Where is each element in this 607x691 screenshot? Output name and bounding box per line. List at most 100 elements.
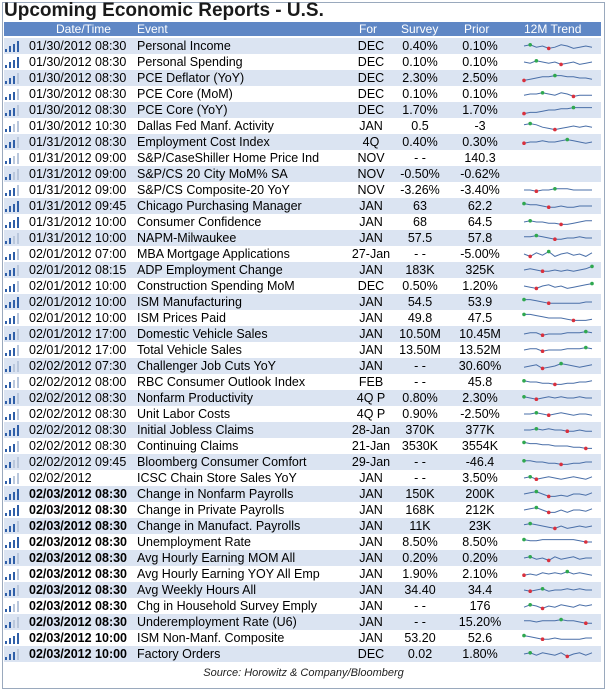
table-row[interactable]: 02/03/2012 08:30 Avg Weekly Hours All JAN 3… [4,582,601,598]
row-survey: 10.50M [399,327,441,341]
row-datetime: 02/03/2012 08:30 [29,599,128,613]
trend-sparkline [522,582,598,598]
table-row[interactable]: 02/02/2012 09:45 Bloomberg Consumer Comfo… [4,454,601,470]
trend-sparkline [522,214,598,230]
sparkline-low-marker [540,333,545,337]
row-period: 28-Jan [351,423,391,437]
table-row[interactable]: 02/03/2012 08:30 Underemployment Rate (U6… [4,614,601,630]
sparkline-high-marker [528,555,532,559]
row-period: 21-Jan [351,439,391,453]
sparkline-low-marker [534,397,539,401]
row-period: 27-Jan [351,247,391,261]
sparkline-high-marker [571,105,576,110]
sparkline-path [523,283,593,289]
row-period: JAN [359,263,383,277]
sparkline-high-marker [534,233,539,238]
row-event: Bloomberg Consumer Comfort [137,455,307,469]
sparkline-low-marker [534,286,539,291]
signal-strength-icon [5,585,23,596]
sparkline-path [523,44,593,49]
trend-sparkline [522,102,598,118]
sparkline-high-marker [522,379,526,383]
table-row[interactable]: 02/01/2012 08:15 ADP Employment Change JAN… [4,262,601,278]
trend-sparkline [522,614,598,630]
row-datetime: 01/31/2012 10:00 [29,231,127,245]
row-survey: 68 [413,215,427,229]
row-survey: - - [414,151,426,165]
row-event: Change in Nonfarm Payrolls [137,487,294,501]
signal-strength-icon [5,617,23,628]
sparkline-high-marker [522,395,526,399]
sparkline-high-marker [528,521,532,526]
row-survey: - - [414,375,426,389]
row-datetime: 02/03/2012 08:30 [29,567,128,581]
signal-strength-icon [5,441,23,452]
signal-strength-icon [5,393,23,404]
table-row[interactable]: 01/30/2012 08:30 PCE Core (MoM) DEC 0.10% 0.… [4,86,601,102]
row-event: ISM Manufacturing [137,295,242,309]
table-row[interactable]: 02/01/2012 17:00 Total Vehicle Sales JAN 13… [4,342,601,358]
row-survey: 63 [413,199,427,213]
row-survey: 0.10% [402,55,438,69]
table-row[interactable]: 01/31/2012 10:00 NAPM-Milwaukee JAN 57.5 57.… [4,230,601,246]
signal-strength-icon [5,249,23,260]
table-row[interactable]: 02/02/2012 08:30 Initial Jobless Claims 28… [4,422,601,438]
table-row[interactable]: 02/02/2012 08:30 Continuing Claims 21-Jan 3… [4,438,601,454]
row-datetime: 01/31/2012 08:30 [29,135,127,149]
table-row[interactable]: 02/02/2012 ICSC Chain Store Sales YoY JAN -… [4,470,601,486]
signal-strength-icon [5,57,23,68]
table-row[interactable]: 02/03/2012 08:30 Avg Hourly Earning MOM A… [4,550,601,566]
row-period: JAN [359,519,383,533]
table-row[interactable]: 01/31/2012 10:00 Consumer Confidence JAN 68… [4,214,601,230]
row-event: NAPM-Milwaukee [137,231,237,245]
row-datetime: 01/30/2012 08:30 [29,55,127,69]
table-row[interactable]: 01/30/2012 08:30 PCE Core (YoY) DEC 1.70% 1.… [4,102,601,118]
table-row[interactable]: 02/02/2012 08:30 Unit Labor Costs 4Q P 0.90… [4,406,601,422]
row-period: 4Q P [356,391,386,405]
table-row[interactable]: 01/30/2012 08:30 Personal Spending DEC 0.10… [4,54,601,70]
table-row[interactable]: 01/30/2012 08:30 PCE Deflator (YoY) DEC 2.3… [4,70,601,86]
table-row[interactable]: 02/03/2012 08:30 Chg in Household Survey … [4,598,601,614]
sparkline-high-marker [534,489,539,494]
table-row[interactable]: 02/01/2012 07:00 MBA Mortgage Application… [4,246,601,262]
row-prior: 45.8 [467,375,493,389]
table-row[interactable]: 01/31/2012 09:00 S&P/CaseShiller Home Pri… [4,150,601,166]
row-event: Unit Labor Costs [137,407,231,421]
table-row[interactable]: 01/31/2012 09:00 S&P/CS Composite-20 YoY N… [4,182,601,198]
table-row[interactable]: 02/03/2012 10:00 ISM Non-Manf. Composite J… [4,630,601,646]
table-row[interactable]: 02/02/2012 08:30 Nonfarm Productivity 4Q P… [4,390,601,406]
row-prior: 13.52M [459,343,501,357]
row-prior: 2.10% [462,567,498,581]
trend-sparkline [522,454,598,470]
table-row[interactable]: 02/03/2012 08:30 Change in Private Payrol… [4,502,601,518]
table-row[interactable]: 01/31/2012 09:45 Chicago Purchasing Manag… [4,198,601,214]
row-event: Chg in Household Survey Emply [137,599,317,613]
table-row[interactable]: 02/01/2012 10:00 ISM Prices Paid JAN 49.8 47… [4,310,601,326]
row-prior: 57.8 [467,231,493,245]
row-event: PCE Core (MoM) [137,87,233,101]
table-row[interactable]: 02/03/2012 10:00 Factory Orders DEC 0.02 1.8… [4,646,601,662]
table-row[interactable]: 02/03/2012 08:30 Change in Nonfarm Payrol… [4,486,601,502]
table-row[interactable]: 02/03/2012 08:30 Avg Hourly Earning YOY A… [4,566,601,582]
signal-strength-icon [5,649,23,660]
header-trend: 12M Trend [524,22,582,36]
table-row[interactable]: 01/30/2012 08:30 Personal Income DEC 0.40% 0… [4,38,601,54]
table-row[interactable]: 02/01/2012 10:00 ISM Manufacturing JAN 54.5… [4,294,601,310]
page-title: Upcoming Economic Reports - U.S. [4,0,324,21]
row-datetime: 02/02/2012 07:30 [29,359,127,373]
trend-sparkline [522,566,598,582]
table-row[interactable]: 02/03/2012 08:30 Change in Manufact. Payr… [4,518,601,534]
table-row[interactable]: 02/01/2012 17:00 Domestic Vehicle Sales JA… [4,326,601,342]
table-row[interactable]: 01/31/2012 08:30 Employment Cost Index 4Q 0… [4,134,601,150]
row-period: JAN [359,343,383,357]
trend-sparkline [522,630,598,646]
table-row[interactable]: 02/03/2012 08:30 Unemployment Rate JAN 8.50… [4,534,601,550]
row-period: JAN [359,215,383,229]
table-row[interactable]: 02/01/2012 10:00 Construction Spending Mo… [4,278,601,294]
sparkline-path [523,363,593,369]
table-row[interactable]: 01/30/2012 10:30 Dallas Fed Manf. Activit… [4,118,601,134]
table-row[interactable]: 02/02/2012 07:30 Challenger Job Cuts YoY J… [4,358,601,374]
sparkline-high-marker [528,121,532,126]
table-row[interactable]: 01/31/2012 09:00 S&P/CS 20 City MoM% SA NO… [4,166,601,182]
table-row[interactable]: 02/02/2012 08:00 RBC Consumer Outlook Ind… [4,374,601,390]
